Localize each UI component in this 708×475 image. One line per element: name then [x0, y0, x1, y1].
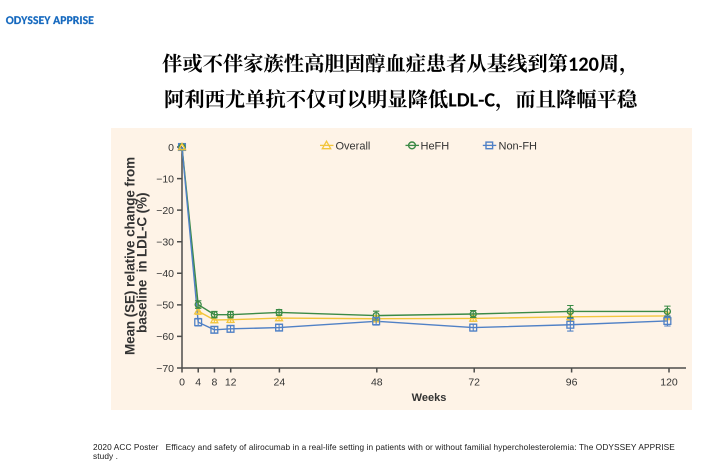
svg-text:48: 48	[371, 377, 383, 389]
svg-text:Weeks: Weeks	[412, 392, 447, 404]
svg-text:0: 0	[168, 142, 174, 154]
svg-text:−40: −40	[156, 268, 174, 280]
svg-text:Mean (SE) relative change from: Mean (SE) relative change frombaseline i…	[123, 157, 150, 355]
svg-text:8: 8	[212, 377, 218, 389]
svg-text:24: 24	[274, 377, 286, 389]
svg-text:Non-FH: Non-FH	[499, 140, 538, 152]
svg-text:HeFH: HeFH	[421, 140, 450, 152]
svg-text:−30: −30	[156, 237, 174, 249]
svg-text:−70: −70	[156, 363, 174, 375]
svg-text:Overall: Overall	[336, 140, 371, 152]
svg-text:−60: −60	[156, 331, 174, 343]
svg-text:−50: −50	[156, 300, 174, 312]
svg-text:0: 0	[179, 377, 185, 389]
svg-text:−10: −10	[156, 173, 174, 185]
svg-text:72: 72	[468, 377, 480, 389]
svg-text:12: 12	[225, 377, 237, 389]
svg-text:120: 120	[660, 377, 678, 389]
svg-text:4: 4	[195, 377, 201, 389]
svg-text:96: 96	[566, 377, 578, 389]
svg-text:−20: −20	[156, 205, 174, 217]
